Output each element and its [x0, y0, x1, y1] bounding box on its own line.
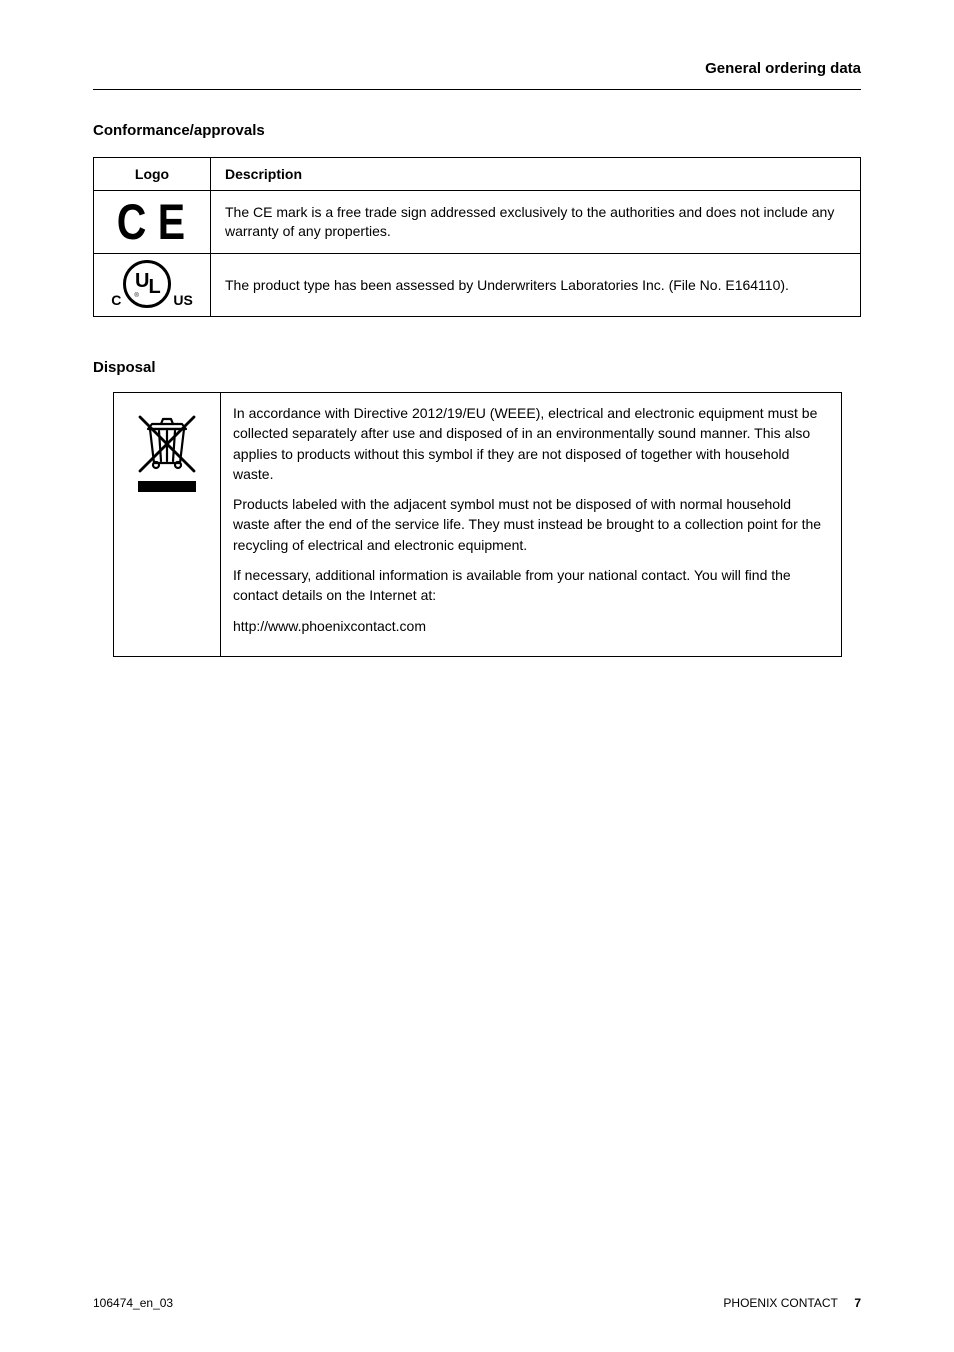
disposal-text-cell: In accordance with Directive 2012/19/EU … [221, 393, 842, 657]
disposal-p0: In accordance with Directive 2012/19/EU … [233, 403, 829, 484]
ce-mark-icon: C E [94, 191, 211, 254]
approvals-row-ce: C E The CE mark is a free trade sign add… [94, 191, 861, 254]
culus-mark-icon: C UL ® US [94, 254, 211, 317]
disposal-url: http://www.phoenixcontact.com [233, 616, 829, 636]
disposal-heading: Disposal [93, 359, 861, 376]
header-rule [93, 89, 861, 90]
approvals-heading: Conformance/approvals [93, 122, 861, 139]
footer-doc-id: 106474_en_03 [93, 1296, 173, 1310]
footer-page-number: 7 [854, 1296, 861, 1310]
footer-right: PHOENIX CONTACT 7 [723, 1296, 861, 1310]
header-title: General ordering data [705, 60, 861, 77]
weee-icon [114, 393, 221, 657]
disposal-p2: If necessary, additional information is … [233, 565, 829, 606]
approvals-col-logo: Logo [94, 158, 211, 191]
approvals-table: Logo Description C E The CE mark is a fr… [93, 157, 861, 317]
disposal-p1: Products labeled with the adjacent symbo… [233, 494, 829, 555]
page-footer: 106474_en_03 PHOENIX CONTACT 7 [93, 1296, 861, 1310]
disposal-table: In accordance with Directive 2012/19/EU … [113, 392, 842, 657]
footer-brand: PHOENIX CONTACT [723, 1296, 837, 1310]
ce-description: The CE mark is a free trade sign address… [211, 191, 861, 254]
approvals-col-desc: Description [211, 158, 861, 191]
approvals-row-culus: C UL ® US The product type has been asse… [94, 254, 861, 317]
culus-description: The product type has been assessed by Un… [211, 254, 861, 317]
